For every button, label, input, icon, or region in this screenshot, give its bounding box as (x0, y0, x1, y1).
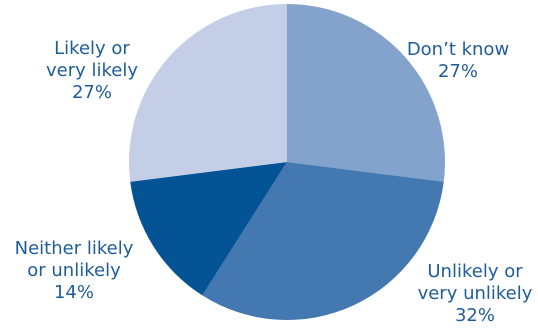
slice-category-label: Likely or (54, 38, 130, 59)
pie-slice-neither-likely-or-unlikely (130, 162, 287, 296)
slice-value-label: 32% (455, 305, 495, 326)
pie-slice-likely-or-very-likely (129, 4, 287, 182)
slice-label-neither-likely-or-unlikely: Neither likely or unlikely 14% (15, 238, 134, 303)
pie-slice-don-t-know (287, 4, 445, 182)
slice-category-label: Unlikely or (427, 261, 523, 282)
slice-category-label: Neither likely (15, 238, 134, 259)
pie-slices (129, 4, 445, 320)
slice-category-label: or unlikely (27, 260, 121, 281)
pie-slice-unlikely-or-very-unlikely (202, 162, 444, 320)
slice-labels: Don’t know 27%Unlikely or very unlikely 32%… (15, 38, 533, 326)
slice-category-label: very unlikely (418, 283, 533, 304)
slice-label-don-t-know: Don’t know 27% (407, 39, 509, 82)
slice-value-label: 27% (72, 82, 112, 103)
slice-label-likely-or-very-likely: Likely or very likely 27% (46, 38, 138, 103)
slice-label-unlikely-or-very-unlikely: Unlikely or very unlikely 32% (418, 261, 533, 326)
slice-value-label: 14% (54, 282, 94, 303)
slice-category-label: very likely (46, 60, 138, 81)
slice-value-label: 27% (438, 61, 478, 82)
slice-category-label: Don’t know (407, 39, 509, 60)
